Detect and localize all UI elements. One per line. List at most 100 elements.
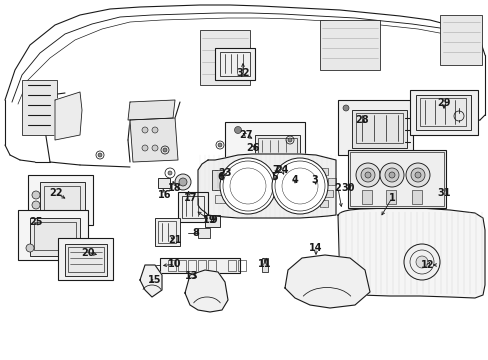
Text: 3: 3 — [311, 175, 318, 185]
Text: 20: 20 — [81, 248, 95, 258]
Text: 32: 32 — [236, 68, 249, 78]
Bar — [204, 215, 220, 227]
Circle shape — [26, 244, 34, 252]
Bar — [182, 196, 203, 218]
Circle shape — [152, 127, 158, 133]
Text: 7: 7 — [272, 165, 279, 175]
Text: 31: 31 — [436, 188, 450, 198]
Bar — [207, 260, 216, 271]
Circle shape — [271, 158, 327, 214]
Circle shape — [379, 163, 403, 187]
Text: 30: 30 — [341, 183, 354, 193]
Circle shape — [405, 163, 429, 187]
Circle shape — [163, 148, 167, 152]
Text: 19: 19 — [203, 215, 216, 225]
Text: 2: 2 — [334, 183, 341, 193]
Circle shape — [342, 105, 348, 111]
Text: 29: 29 — [436, 98, 450, 108]
Bar — [325, 190, 332, 197]
Bar — [187, 260, 196, 271]
Bar — [411, 190, 421, 204]
Bar — [34, 222, 76, 250]
Bar — [262, 258, 267, 272]
Bar — [212, 170, 251, 190]
Text: 27: 27 — [239, 130, 252, 140]
Text: 4: 4 — [291, 175, 298, 185]
Bar — [351, 110, 406, 148]
Bar — [254, 135, 299, 157]
Circle shape — [218, 143, 222, 147]
Bar — [30, 218, 80, 256]
Bar — [168, 260, 176, 271]
Text: 6: 6 — [217, 172, 224, 182]
Circle shape — [179, 178, 186, 186]
Circle shape — [410, 168, 424, 182]
Polygon shape — [337, 208, 484, 298]
Text: 5: 5 — [271, 172, 278, 182]
Text: 18: 18 — [168, 183, 182, 193]
Circle shape — [142, 145, 148, 151]
Circle shape — [414, 172, 420, 178]
Bar — [327, 178, 335, 185]
Circle shape — [175, 174, 191, 190]
Bar — [419, 98, 465, 126]
Polygon shape — [198, 154, 335, 218]
Bar — [349, 152, 443, 206]
Text: 23: 23 — [218, 168, 231, 178]
Circle shape — [152, 145, 158, 151]
Text: 22: 22 — [49, 188, 62, 198]
Bar — [198, 228, 209, 238]
Polygon shape — [128, 100, 175, 120]
Circle shape — [142, 127, 148, 133]
Bar — [227, 260, 236, 271]
Polygon shape — [140, 265, 162, 297]
Bar — [44, 186, 80, 214]
Text: 25: 25 — [29, 217, 42, 227]
Circle shape — [234, 126, 241, 134]
Bar — [238, 260, 245, 271]
Bar — [319, 20, 379, 70]
Bar — [361, 190, 371, 204]
Bar — [409, 90, 477, 135]
Circle shape — [287, 138, 291, 142]
Circle shape — [364, 172, 370, 178]
Bar — [155, 218, 180, 246]
Bar — [158, 221, 176, 243]
Bar — [415, 95, 470, 130]
Bar — [40, 182, 85, 220]
Polygon shape — [55, 92, 82, 140]
Bar — [385, 190, 395, 204]
Polygon shape — [184, 270, 227, 312]
Text: 10: 10 — [168, 259, 182, 269]
Text: 12: 12 — [420, 260, 434, 270]
Text: 13: 13 — [185, 271, 198, 281]
Bar — [200, 30, 249, 85]
Circle shape — [384, 168, 398, 182]
Text: 16: 16 — [158, 190, 171, 200]
Text: 28: 28 — [354, 115, 368, 125]
Text: 1: 1 — [388, 193, 395, 203]
Text: 24: 24 — [275, 165, 288, 175]
Text: 26: 26 — [246, 143, 259, 153]
Text: 14: 14 — [308, 243, 322, 253]
Circle shape — [168, 171, 172, 175]
Bar — [68, 247, 104, 272]
Text: 11: 11 — [258, 259, 271, 269]
Polygon shape — [285, 255, 369, 308]
Bar — [319, 200, 327, 207]
Bar — [58, 238, 113, 280]
Bar — [258, 138, 296, 154]
Circle shape — [388, 172, 394, 178]
Bar — [220, 52, 249, 76]
Bar — [355, 113, 402, 143]
Bar — [178, 192, 207, 222]
Bar — [337, 100, 412, 155]
Bar — [160, 258, 240, 273]
Bar — [319, 168, 327, 175]
Text: 9: 9 — [210, 215, 217, 225]
Bar — [224, 122, 305, 172]
Bar — [178, 260, 185, 271]
Bar — [198, 260, 205, 271]
Circle shape — [220, 158, 275, 214]
Circle shape — [403, 244, 439, 280]
